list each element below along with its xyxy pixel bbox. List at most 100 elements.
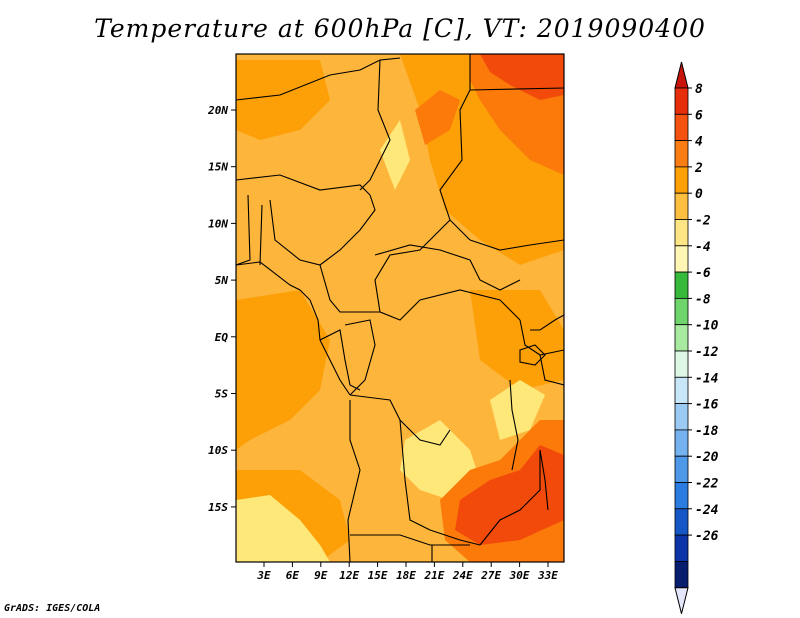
lat-tick-label: EQ (215, 331, 229, 344)
field-hot-south-east (455, 445, 564, 545)
border-zambia-east (479, 450, 541, 546)
border-nigeria (269, 194, 376, 266)
lon-tick-label: 9E (314, 569, 328, 582)
colorbar-swatch (674, 482, 689, 510)
lat-tick-label: 5N (215, 274, 229, 287)
colorbar-swatch (674, 508, 689, 536)
border-lake-tanganyika (509, 379, 519, 471)
colorbar-label: 6 (695, 108, 703, 123)
border-car (374, 244, 521, 291)
border-uganda (530, 314, 564, 331)
border-north-west (236, 57, 401, 101)
lat-tick-label: 10N (208, 217, 228, 230)
lon-tick-label: 12E (339, 569, 359, 582)
colorbar-label: -24 (695, 503, 719, 518)
lat-tick-label: 20N (207, 104, 228, 117)
lon-tick-label: 30E (509, 569, 530, 582)
lat-tick-label: 5S (215, 388, 229, 401)
field-region-north-west (236, 60, 330, 140)
colorbar-bottom-arrow (674, 587, 689, 614)
colorbar-swatch (674, 297, 689, 326)
latitude-axis: 20N 15N 10N 5N EQ 5S 10S 15S (207, 104, 236, 514)
colorbar-label: -16 (695, 398, 719, 413)
colorbar-label: -18 (695, 424, 719, 439)
colorbar-label: -6 (695, 266, 711, 281)
border-namibia (350, 534, 470, 546)
colorbar-swatch (674, 455, 689, 483)
temperature-field (236, 54, 564, 562)
colorbar-top-arrow (674, 61, 689, 89)
border-angola (347, 400, 361, 562)
border-angola-zambia (399, 419, 481, 546)
map-title: Temperature at 600hPa [C], VT: 201909040… (94, 14, 706, 43)
border-gabon (319, 329, 361, 391)
border-west-niger (236, 174, 371, 196)
colorbar-swatch (674, 219, 689, 247)
colorbar-label: -26 (695, 529, 719, 544)
colorbar-swatch (674, 403, 689, 431)
border-drc-north (379, 289, 521, 321)
border-lake-victoria (519, 344, 546, 366)
border-east-africa (519, 319, 564, 356)
field-cool-east (490, 380, 545, 440)
colorbar-swatch (674, 561, 689, 589)
border-south-sudan (469, 239, 564, 251)
lon-tick-label: 21E (423, 569, 444, 582)
colorbar-label: -20 (695, 450, 719, 465)
border-kenya (539, 354, 564, 386)
colorbar-label: -4 (695, 240, 711, 255)
border-chad-west (359, 59, 391, 191)
colorbar-label: 4 (695, 135, 703, 150)
border-togo (259, 204, 263, 266)
colorbar-label: 2 (694, 161, 703, 176)
colorbar-label: -8 (695, 292, 711, 307)
colorbar-label: -2 (695, 214, 711, 229)
colorbar-swatch (674, 376, 689, 404)
colorbar-swatch (674, 87, 689, 115)
colorbar-swatch (674, 245, 689, 273)
field-region-center-east (470, 290, 564, 390)
border-lake-malawi (539, 449, 549, 511)
map-frame (235, 53, 565, 563)
lat-tick-label: 15S (208, 501, 228, 514)
grads-credit: GrADS: IGES/COLA (4, 603, 101, 614)
colorbar-label: 0 (695, 187, 703, 202)
colorbar-label: 8 (695, 82, 703, 97)
colorbar-swatch (674, 166, 689, 194)
lon-tick-label: 18E (396, 569, 416, 582)
country-borders (236, 54, 564, 562)
border-cameroon (319, 219, 451, 313)
lon-tick-label: 3E (256, 569, 271, 582)
lon-tick-label: 27E (480, 569, 501, 582)
field-warm-north-center (415, 90, 460, 145)
border-congo (344, 319, 376, 396)
border-benin (236, 194, 251, 266)
colorbar-swatch (674, 429, 689, 457)
colorbar-swatch (674, 140, 689, 168)
colorbar-swatch (674, 324, 689, 352)
border-drc-west (349, 394, 451, 446)
field-cool-south-west (236, 495, 330, 562)
colorbar-swatch (674, 192, 689, 220)
lon-tick-label: 6E (286, 569, 300, 582)
lat-tick-label: 10S (208, 444, 228, 457)
colorbar-swatch (674, 271, 689, 299)
colorbar-label: -14 (695, 371, 719, 386)
field-cool-north (380, 120, 410, 190)
field-region-west-coast (236, 290, 330, 450)
lat-tick-label: 15N (208, 161, 228, 174)
colorbar-swatch (674, 350, 689, 378)
colorbar: 8 6 4 2 0 -2 -4 -6 -8 -10 -12 -14 -16 -18 -20 -22 -24 -26 (674, 61, 719, 614)
lon-tick-label: 24E (452, 569, 473, 582)
lon-tick-label: 33E (537, 569, 558, 582)
longitude-axis: 3E 6E 9E 12E 15E 18E 21E 24E 27E 30E 33E (256, 562, 558, 582)
colorbar-label: -22 (695, 477, 719, 492)
colorbar-swatch (674, 534, 689, 562)
lon-tick-label: 15E (368, 569, 388, 582)
colorbar-swatch (674, 113, 689, 142)
colorbar-label: -12 (695, 345, 719, 360)
border-coast-west (236, 261, 351, 396)
border-sudan-east (469, 87, 564, 91)
colorbar-label: -10 (695, 319, 719, 334)
